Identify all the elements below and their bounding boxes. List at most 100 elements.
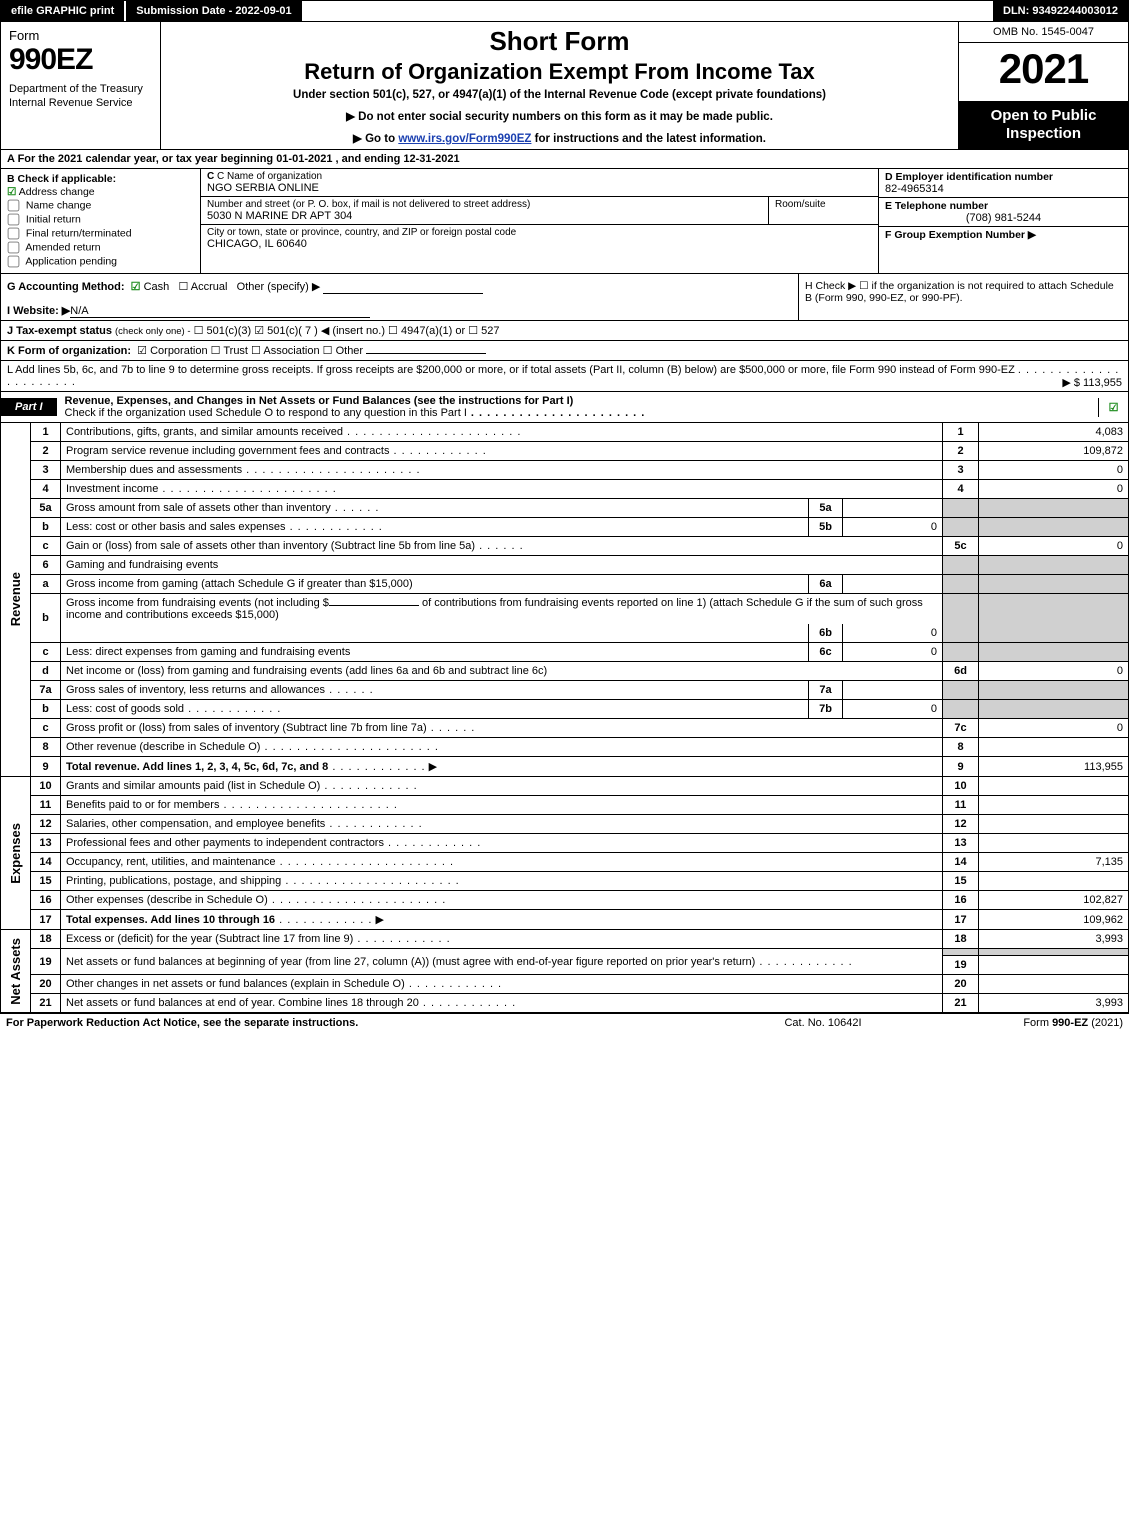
ein-value: 82-4965314 (885, 183, 1122, 195)
section-b: B Check if applicable: ☑ Address change … (1, 169, 201, 273)
row-a-tax-year: A For the 2021 calendar year, or tax yea… (0, 150, 1129, 169)
submission-date: Submission Date - 2022-09-01 (124, 1, 301, 21)
line-1: Revenue 1 Contributions, gifts, grants, … (1, 423, 1129, 442)
department-label: Department of the Treasury Internal Reve… (9, 83, 152, 111)
group-exemption-cell: F Group Exemption Number ▶ (879, 227, 1128, 273)
chk-initial-return[interactable]: Initial return (7, 213, 194, 226)
room-label: Room/suite (775, 199, 872, 210)
j-options[interactable]: ☐ 501(c)(3) ☑ 501(c)( 7 ) ◀ (insert no.)… (194, 325, 500, 337)
line-5a: 5a Gross amount from sale of assets othe… (1, 499, 1129, 518)
arrow-icon (426, 761, 438, 773)
chk-accrual[interactable]: ☐ (178, 281, 188, 293)
line-4: 4 Investment income 40 (1, 480, 1129, 499)
section-c: C C Name of organization NGO SERBIA ONLI… (201, 169, 878, 273)
row-g: G Accounting Method: ☑ Cash ☐ Accrual Ot… (1, 274, 798, 320)
omb-number: OMB No. 1545-0047 (959, 22, 1128, 43)
footer-center: Cat. No. 10642I (723, 1017, 923, 1029)
header-left: Form 990EZ Department of the Treasury In… (1, 22, 161, 149)
short-form-title: Short Form (169, 26, 950, 57)
section-b-title: B Check if applicable: (7, 173, 116, 185)
d-label: D Employer identification number (885, 171, 1122, 183)
line-16: 16Other expenses (describe in Schedule O… (1, 891, 1129, 910)
row-l: L Add lines 5b, 6c, and 7b to line 9 to … (0, 361, 1129, 392)
lines-table: Revenue 1 Contributions, gifts, grants, … (0, 423, 1129, 1013)
line-21: 21Net assets or fund balances at end of … (1, 994, 1129, 1013)
chk-final-return[interactable]: Final return/terminated (7, 227, 194, 240)
part1-dots (467, 407, 645, 419)
dln-label: DLN: 93492244003012 (993, 1, 1128, 21)
footer-right: Form 990-EZ (2021) (923, 1017, 1123, 1029)
line-5b: b Less: cost or other basis and sales ex… (1, 518, 1129, 537)
chk-application-pending[interactable]: Application pending (7, 255, 194, 268)
line-6c: c Less: direct expenses from gaming and … (1, 643, 1129, 662)
topbar-spacer (302, 1, 993, 21)
c-label: C C Name of organization (207, 171, 872, 182)
bullet-link-post: for instructions and the latest informat… (531, 133, 766, 145)
line-7c: c Gross profit or (loss) from sales of i… (1, 719, 1129, 738)
form-header: Form 990EZ Department of the Treasury In… (0, 22, 1129, 150)
row-k: K Form of organization: ☑ Corporation ☐ … (0, 341, 1129, 361)
row-a-text: A For the 2021 calendar year, or tax yea… (7, 153, 460, 165)
line-8: 8 Other revenue (describe in Schedule O)… (1, 738, 1129, 757)
chk-amended-return[interactable]: Amended return (7, 241, 194, 254)
g-other: Other (specify) ▶ (237, 281, 321, 293)
street-label: Number and street (or P. O. box, if mail… (207, 199, 762, 210)
line-7a: 7a Gross sales of inventory, less return… (1, 681, 1129, 700)
open-public-inspection: Open to Public Inspection (959, 101, 1128, 149)
part1-checkbox[interactable]: ☑ (1098, 398, 1128, 417)
org-name-cell: C C Name of organization NGO SERBIA ONLI… (201, 169, 878, 196)
line-20: 20Other changes in net assets or fund ba… (1, 975, 1129, 994)
section-def: D Employer identification number 82-4965… (878, 169, 1128, 273)
bullet-link-pre: ▶ Go to (353, 133, 398, 145)
line-14: 14Occupancy, rent, utilities, and mainte… (1, 853, 1129, 872)
part1-bar: Part I (1, 398, 57, 416)
k-label: K Form of organization: (7, 345, 131, 357)
l-amount: ▶ $ 113,955 (1062, 376, 1122, 389)
expenses-vlabel: Expenses (6, 819, 25, 888)
part1-title: Revenue, Expenses, and Changes in Net As… (65, 395, 574, 407)
row-h: H Check ▶ ☐ if the organization is not r… (798, 274, 1128, 320)
part1-header: Part I Revenue, Expenses, and Changes in… (0, 392, 1129, 423)
row-gh: G Accounting Method: ☑ Cash ☐ Accrual Ot… (0, 273, 1129, 321)
bullet-link: ▶ Go to www.irs.gov/Form990EZ for instru… (169, 131, 950, 145)
phone-value: (708) 981-5244 (885, 212, 1122, 224)
website-value: N/A (70, 305, 370, 318)
phone-cell: E Telephone number (708) 981-5244 (879, 198, 1128, 227)
org-name: NGO SERBIA ONLINE (207, 182, 872, 194)
line-6d: d Net income or (loss) from gaming and f… (1, 662, 1129, 681)
l-text: L Add lines 5b, 6c, and 7b to line 9 to … (7, 364, 1015, 376)
line-13: 13Professional fees and other payments t… (1, 834, 1129, 853)
chk-name-change[interactable]: Name change (7, 199, 194, 212)
subtitle: Under section 501(c), 527, or 4947(a)(1)… (169, 89, 950, 101)
row-j: J Tax-exempt status (check only one) - ☐… (0, 321, 1129, 341)
e-label: E Telephone number (885, 200, 1122, 212)
section-bcd: B Check if applicable: ☑ Address change … (0, 169, 1129, 273)
header-center: Short Form Return of Organization Exempt… (161, 22, 958, 149)
line-6a: a Gross income from gaming (attach Sched… (1, 575, 1129, 594)
top-bar: efile GRAPHIC print Submission Date - 20… (0, 0, 1129, 22)
k-options[interactable]: ☑ Corporation ☐ Trust ☐ Association ☐ Ot… (137, 345, 363, 357)
i-label: I Website: ▶ (7, 305, 70, 317)
line-9: 9 Total revenue. Add lines 1, 2, 3, 4, 5… (1, 757, 1129, 777)
f-label: F Group Exemption Number ▶ (885, 229, 1122, 241)
city-value: CHICAGO, IL 60640 (207, 238, 872, 250)
line-6b: b Gross income from fundraising events (… (1, 594, 1129, 625)
tax-year: 2021 (959, 43, 1128, 93)
efile-label[interactable]: efile GRAPHIC print (1, 1, 124, 21)
chk-address-change[interactable]: ☑ Address change (7, 186, 194, 198)
chk-cash[interactable]: ☑ (131, 281, 141, 293)
city-cell: City or town, state or province, country… (201, 225, 878, 273)
g-label: G Accounting Method: (7, 281, 125, 293)
ein-cell: D Employer identification number 82-4965… (879, 169, 1128, 198)
city-label: City or town, state or province, country… (207, 227, 872, 238)
line-11: 11Benefits paid to or for members 11 (1, 796, 1129, 815)
footer-left: For Paperwork Reduction Act Notice, see … (6, 1017, 723, 1029)
form-number: 990EZ (9, 43, 152, 77)
part1-title-block: Revenue, Expenses, and Changes in Net As… (57, 392, 1098, 422)
line-3: 3 Membership dues and assessments 30 (1, 461, 1129, 480)
main-title: Return of Organization Exempt From Incom… (169, 59, 950, 85)
revenue-vlabel: Revenue (6, 568, 25, 630)
street-cell: Number and street (or P. O. box, if mail… (201, 197, 768, 224)
irs-link[interactable]: www.irs.gov/Form990EZ (398, 133, 531, 145)
line-17: 17Total expenses. Add lines 10 through 1… (1, 910, 1129, 930)
